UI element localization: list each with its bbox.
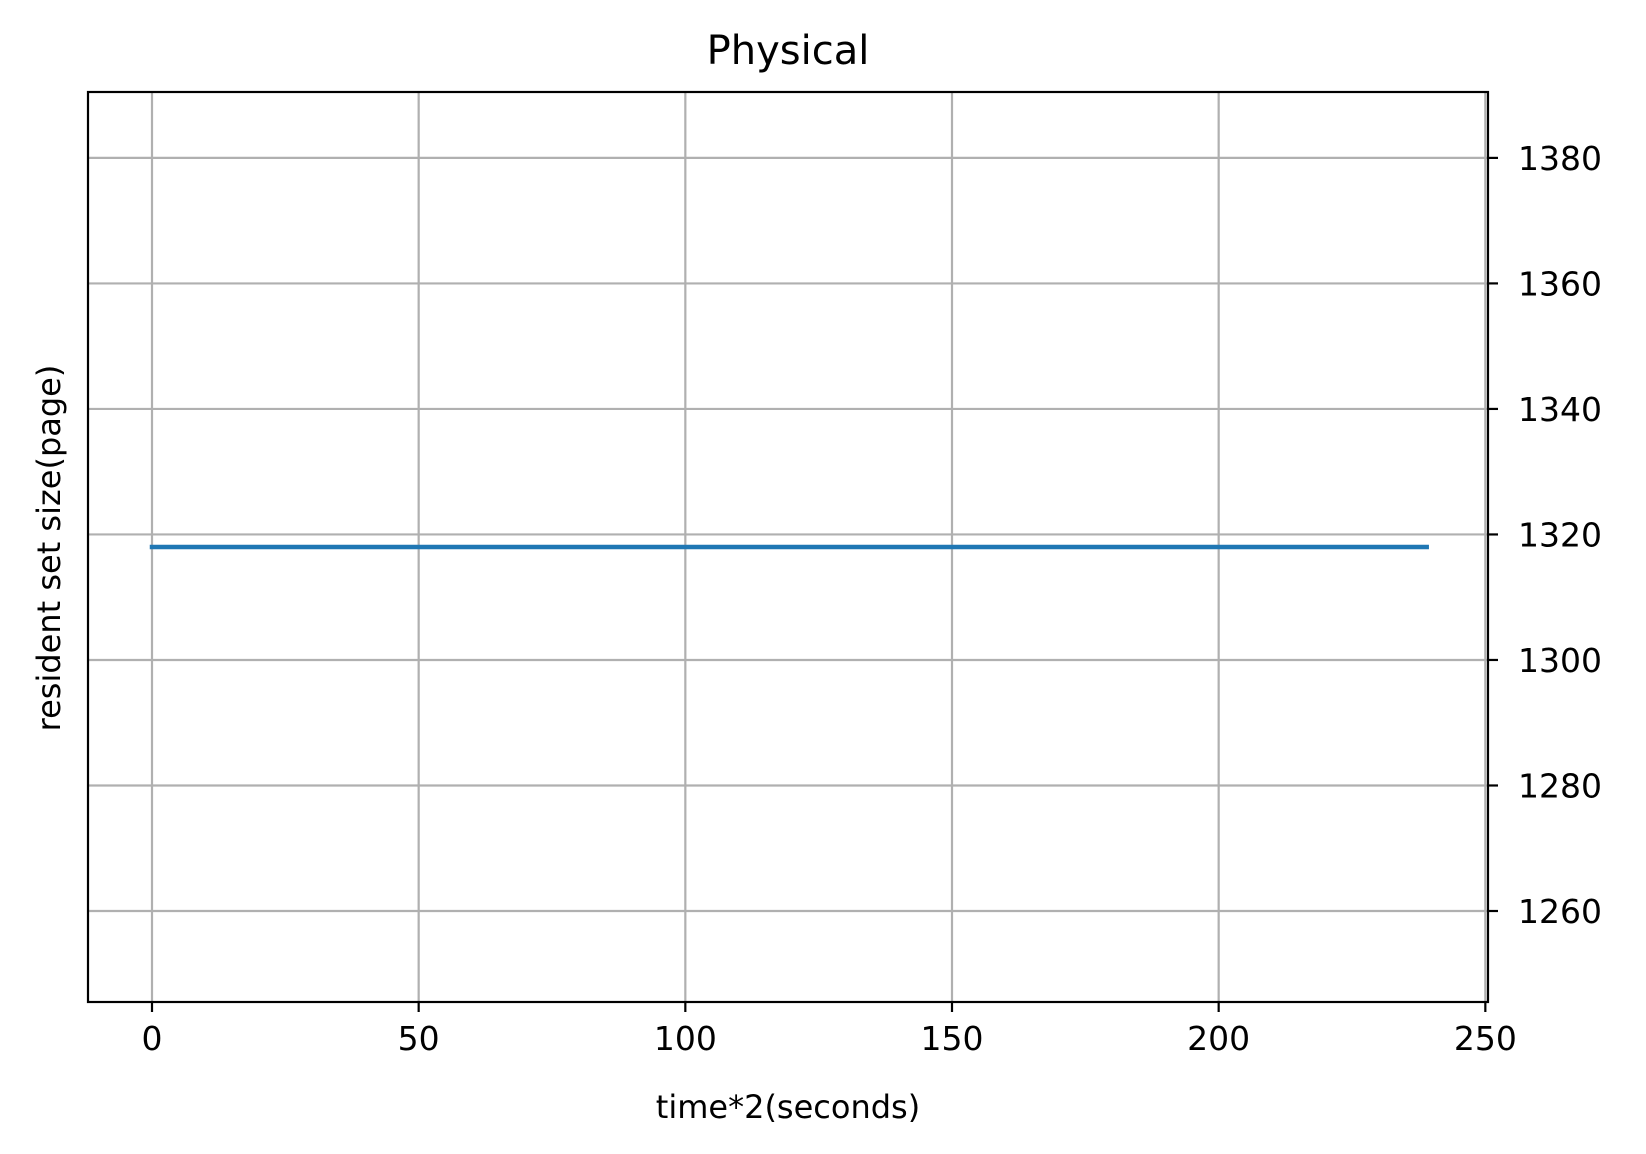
- y-tick-label: 1340: [1518, 390, 1602, 429]
- x-tick-label: 0: [142, 1019, 163, 1058]
- plot-frame: [86, 90, 1490, 1004]
- x-tick-label: 50: [398, 1019, 440, 1058]
- x-axis-ticks: 0 50 100 150 200 250: [142, 1002, 1517, 1058]
- x-axis-label: time*2(seconds): [656, 1088, 920, 1126]
- chart-title: Physical: [707, 28, 870, 74]
- x-tick-label: 100: [654, 1019, 717, 1058]
- y-axis-ticks: 1260 1280 1300 1320 1340 1360 1380: [1488, 139, 1602, 931]
- x-tick-label: 250: [1454, 1019, 1517, 1058]
- x-tick-label: 200: [1187, 1019, 1250, 1058]
- y-tick-label: 1300: [1518, 641, 1602, 680]
- y-tick-label: 1320: [1518, 515, 1602, 554]
- y-axis-label: resident set size(page): [30, 365, 68, 732]
- y-tick-label: 1380: [1518, 139, 1602, 178]
- y-tick-label: 1280: [1518, 766, 1602, 805]
- y-tick-label: 1360: [1518, 264, 1602, 303]
- x-tick-label: 150: [921, 1019, 984, 1058]
- y-tick-label: 1260: [1518, 892, 1602, 931]
